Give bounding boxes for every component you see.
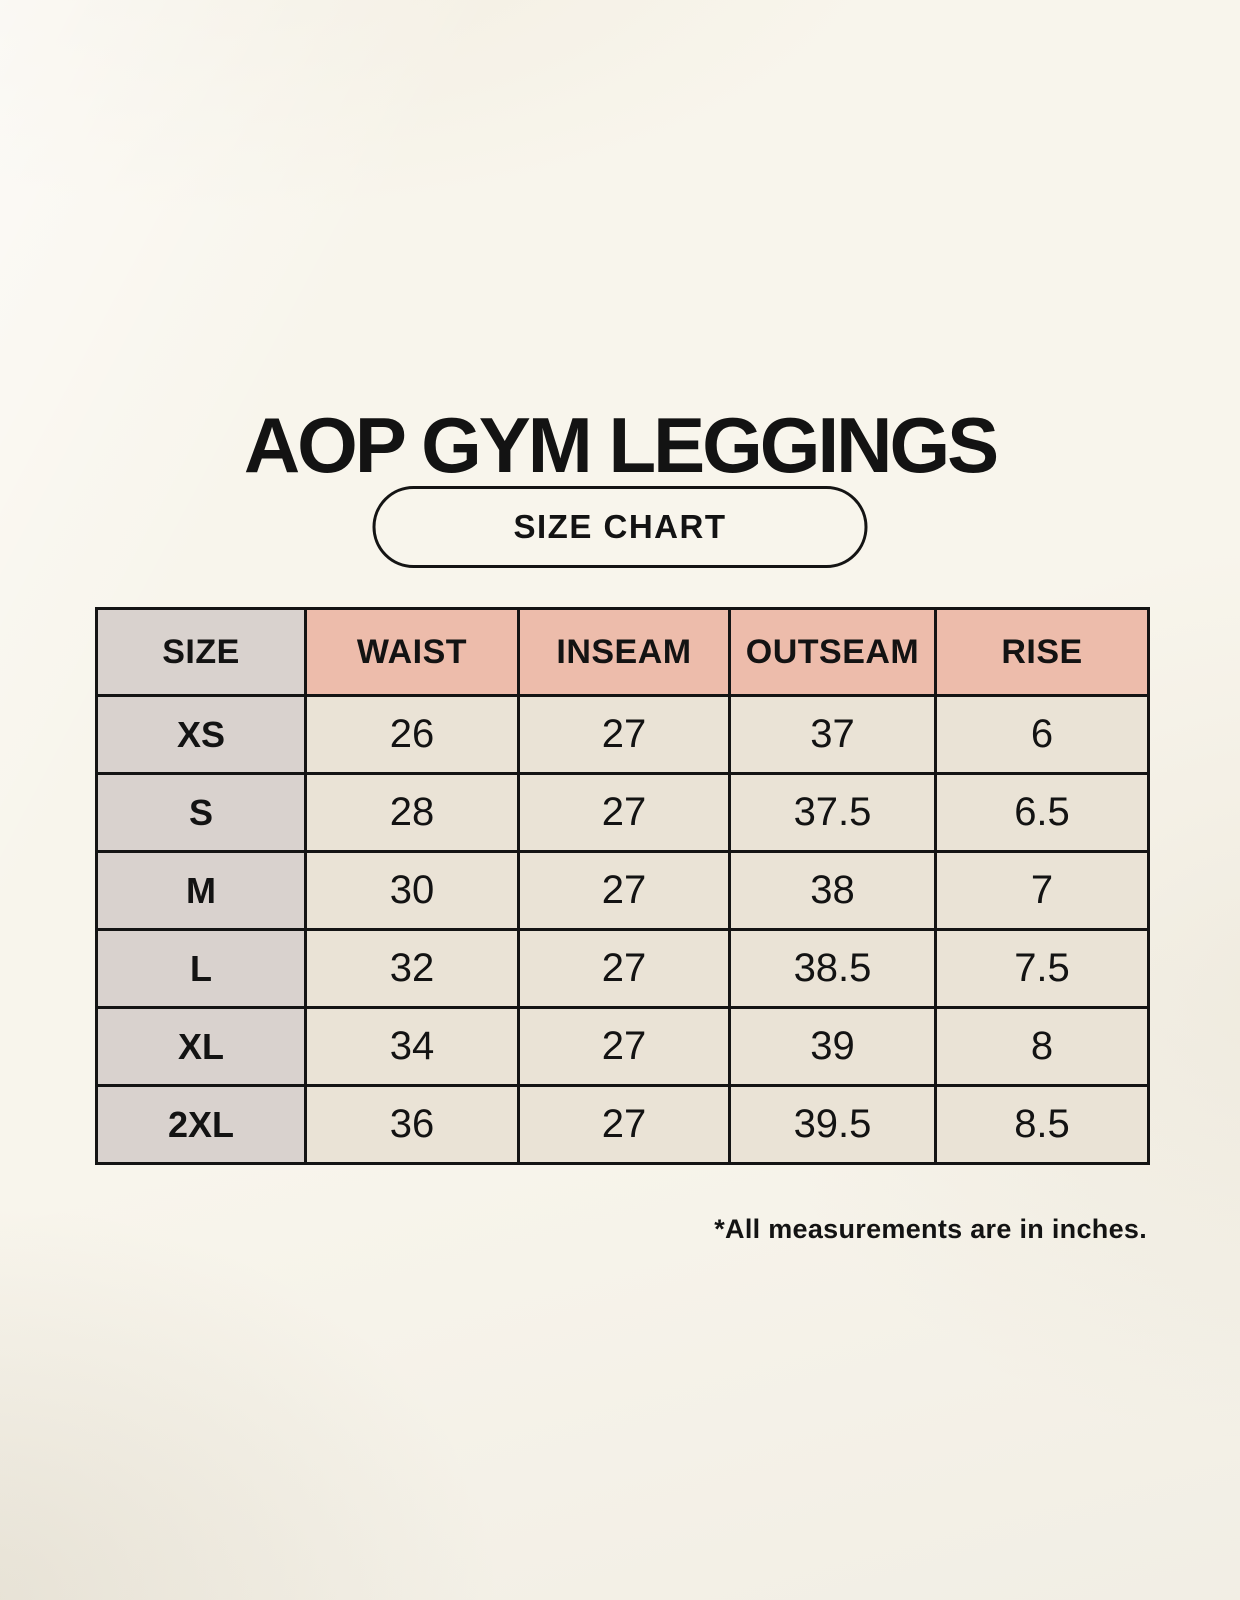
- table-row: M 30 27 38 7: [95, 850, 1150, 931]
- table-row: L 32 27 38.5 7.5: [95, 928, 1150, 1009]
- table-row: S 28 27 37.5 6.5: [95, 772, 1150, 853]
- size-cell: XS: [95, 694, 307, 775]
- table-header-row: SIZE WAIST INSEAM OUTSEAM RISE: [95, 607, 1150, 697]
- rise-cell: 7.5: [934, 928, 1150, 1009]
- rise-cell: 7: [934, 850, 1150, 931]
- outseam-cell: 39.5: [728, 1084, 937, 1165]
- inseam-cell: 27: [517, 1006, 731, 1087]
- table-row: XS 26 27 37 6: [95, 694, 1150, 775]
- size-chart-badge-label: SIZE CHART: [513, 508, 727, 545]
- outseam-cell: 39: [728, 1006, 937, 1087]
- size-table: SIZE WAIST INSEAM OUTSEAM RISE XS 26 27 …: [95, 607, 1150, 1165]
- waist-cell: 26: [304, 694, 520, 775]
- size-cell: S: [95, 772, 307, 853]
- inseam-cell: 27: [517, 850, 731, 931]
- size-chart-badge: SIZE CHART: [372, 486, 868, 568]
- rise-cell: 8: [934, 1006, 1150, 1087]
- waist-cell: 30: [304, 850, 520, 931]
- inseam-cell: 27: [517, 928, 731, 1009]
- waist-cell: 36: [304, 1084, 520, 1165]
- table-row: 2XL 36 27 39.5 8.5: [95, 1084, 1150, 1165]
- column-header-rise: RISE: [934, 607, 1150, 697]
- rise-cell: 6.5: [934, 772, 1150, 853]
- column-header-inseam: INSEAM: [517, 607, 731, 697]
- inseam-cell: 27: [517, 1084, 731, 1165]
- waist-cell: 32: [304, 928, 520, 1009]
- rise-cell: 6: [934, 694, 1150, 775]
- outseam-cell: 37: [728, 694, 937, 775]
- page-title: AOP GYM LEGGINGS: [243, 401, 999, 490]
- outseam-cell: 37.5: [728, 772, 937, 853]
- rise-cell: 8.5: [934, 1084, 1150, 1165]
- size-cell: XL: [95, 1006, 307, 1087]
- outseam-cell: 38: [728, 850, 937, 931]
- column-header-size: SIZE: [95, 607, 307, 697]
- size-cell: M: [95, 850, 307, 931]
- inseam-cell: 27: [517, 772, 731, 853]
- inseam-cell: 27: [517, 694, 731, 775]
- measurements-footnote: *All measurements are in inches.: [714, 1214, 1147, 1244]
- size-cell: L: [95, 928, 307, 1009]
- column-header-outseam: OUTSEAM: [728, 607, 937, 697]
- waist-cell: 34: [304, 1006, 520, 1087]
- size-cell: 2XL: [95, 1084, 307, 1165]
- column-header-waist: WAIST: [304, 607, 520, 697]
- waist-cell: 28: [304, 772, 520, 853]
- outseam-cell: 38.5: [728, 928, 937, 1009]
- table-row: XL 34 27 39 8: [95, 1006, 1150, 1087]
